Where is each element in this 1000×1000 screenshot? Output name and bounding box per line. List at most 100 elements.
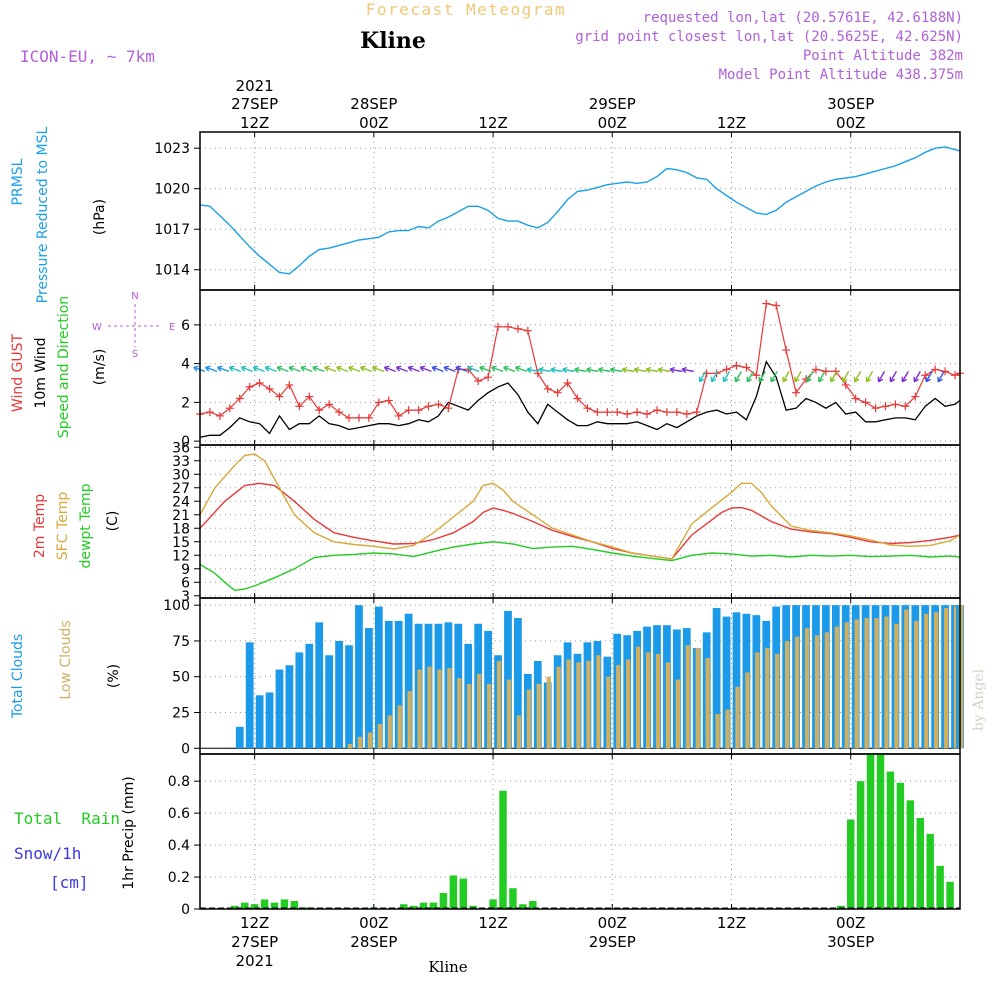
model-name: ICON-EU, ~ 7km bbox=[20, 47, 155, 66]
t2m-label: 2m Temp bbox=[32, 494, 48, 558]
gust-point bbox=[494, 322, 503, 331]
total-cloud-bar bbox=[255, 695, 264, 749]
y-tick-label: 6 bbox=[181, 318, 190, 334]
bottom-year-label: 2021 bbox=[236, 952, 274, 970]
gust-point bbox=[633, 408, 642, 417]
low-cloud-bar bbox=[735, 686, 740, 749]
low-cloud-bar bbox=[606, 676, 611, 749]
y-tick-label: 0.4 bbox=[168, 838, 190, 854]
grid-point-coords: grid point closest lon,lat (20.5625E, 42… bbox=[575, 29, 963, 45]
total-cloud-bar bbox=[345, 645, 353, 749]
low-cloud-bar bbox=[447, 668, 452, 749]
wind-gust-label: Wind GUST bbox=[10, 333, 26, 412]
temp-unit-label: (C) bbox=[105, 511, 121, 532]
gust-point bbox=[275, 392, 284, 401]
gust-point bbox=[285, 380, 294, 389]
gust-point bbox=[404, 406, 413, 415]
wind-arrow-head bbox=[937, 376, 943, 383]
wind-direction-arrow bbox=[782, 371, 790, 383]
rain-bar bbox=[419, 902, 428, 909]
wind-arrow-head bbox=[746, 376, 753, 383]
rain-bar bbox=[231, 905, 239, 909]
wind-direction-arrow bbox=[770, 371, 778, 383]
gust-point bbox=[752, 371, 761, 380]
gust-point bbox=[553, 388, 562, 397]
rain-bar bbox=[856, 781, 865, 909]
low-cloud-bar bbox=[924, 613, 929, 749]
y-tick-label: 3 bbox=[181, 589, 190, 605]
wind-direction-arrow bbox=[264, 366, 277, 373]
y-tick-label: 27 bbox=[172, 481, 190, 497]
wind-arrow-head bbox=[609, 366, 616, 374]
rain-bar bbox=[936, 865, 944, 909]
wind-arrow-head bbox=[925, 376, 931, 383]
wind-arrow-head bbox=[419, 365, 426, 372]
y-tick-label: 0 bbox=[181, 434, 190, 450]
low-cloud-bar bbox=[496, 660, 502, 749]
low-cloud-bar bbox=[904, 609, 909, 749]
bottom-hour-label: 12Z bbox=[240, 914, 269, 932]
total-cloud-bar bbox=[275, 669, 284, 749]
y-tick-label: 1023 bbox=[154, 141, 190, 157]
temperature-labels: 2m Temp SFC Temp dewpt Temp (C) bbox=[32, 483, 121, 568]
gust-point bbox=[851, 394, 860, 403]
y-tick-label: 2 bbox=[181, 395, 190, 411]
total-cloud-bar bbox=[404, 613, 413, 749]
wind-direction-arrow bbox=[384, 366, 396, 373]
rain-bar bbox=[469, 905, 477, 909]
total-cloud-bar bbox=[732, 612, 741, 749]
low-cloud-bar bbox=[377, 723, 382, 749]
rain-bar bbox=[439, 893, 448, 909]
rain-bar bbox=[399, 904, 408, 909]
low-cloud-bar bbox=[794, 636, 800, 749]
wind-arrow-head bbox=[889, 376, 896, 383]
wind-arrow-head bbox=[794, 376, 800, 383]
gust-point bbox=[523, 326, 532, 335]
gust-point bbox=[235, 394, 244, 403]
y-tick-label: 100 bbox=[163, 598, 190, 614]
rain-bar bbox=[896, 782, 905, 909]
product-title: Forecast Meteogram bbox=[366, 0, 566, 19]
y-tick-label: 15 bbox=[172, 535, 190, 551]
pressure-panel: 1014 1017 1020 1023 bbox=[154, 131, 961, 291]
low-cloud-bar bbox=[695, 648, 700, 749]
low-cloud-bar bbox=[715, 713, 720, 749]
top-hour-label: 00Z bbox=[359, 114, 388, 132]
gust-point bbox=[364, 413, 373, 422]
wind-arrow-head bbox=[657, 366, 664, 374]
footer-location: Kline bbox=[428, 958, 467, 976]
sfc-temp-label: SFC Temp bbox=[55, 492, 71, 561]
wind-direction-arrow bbox=[877, 371, 886, 383]
wind-direction-arrow bbox=[503, 366, 516, 373]
wind-arrow-head bbox=[770, 376, 776, 383]
wind-direction-arrow bbox=[734, 371, 743, 383]
low-cloud-bar bbox=[576, 662, 581, 749]
low-cloud-bar bbox=[705, 658, 710, 749]
gust-point bbox=[583, 404, 592, 413]
y-tick-label: 0.8 bbox=[168, 774, 190, 790]
gust-point bbox=[841, 380, 850, 389]
wind-arrow-head bbox=[193, 365, 199, 372]
y-tick-label: 1017 bbox=[154, 222, 190, 238]
wind-direction-arrow bbox=[348, 366, 361, 373]
wind-direction-arrow bbox=[288, 366, 301, 373]
wind-arrow-head bbox=[336, 365, 342, 372]
gust-point bbox=[474, 377, 483, 386]
total-cloud-bar bbox=[722, 616, 731, 749]
rain-bar bbox=[409, 905, 418, 909]
gust-point bbox=[821, 367, 830, 376]
wind-direction-arrow bbox=[634, 368, 647, 373]
wind-direction-arrow bbox=[806, 371, 814, 383]
y-tick-label: 24 bbox=[172, 494, 190, 510]
low-cloud-bar bbox=[645, 652, 651, 749]
wind-arrow-head bbox=[681, 366, 687, 374]
precip-labels: Total Rain Snow/1h [cm] 1hr Precip (mm) bbox=[14, 776, 137, 892]
top-hour-label: 12Z bbox=[478, 114, 507, 132]
snow-unit-label: [cm] bbox=[50, 873, 89, 892]
gust-point bbox=[613, 408, 622, 417]
bottom-hour-label: 00Z bbox=[598, 914, 627, 932]
y-tick-label: 75 bbox=[172, 634, 190, 650]
gust-point bbox=[325, 400, 334, 409]
bottom-hour-label: 00Z bbox=[836, 914, 865, 932]
